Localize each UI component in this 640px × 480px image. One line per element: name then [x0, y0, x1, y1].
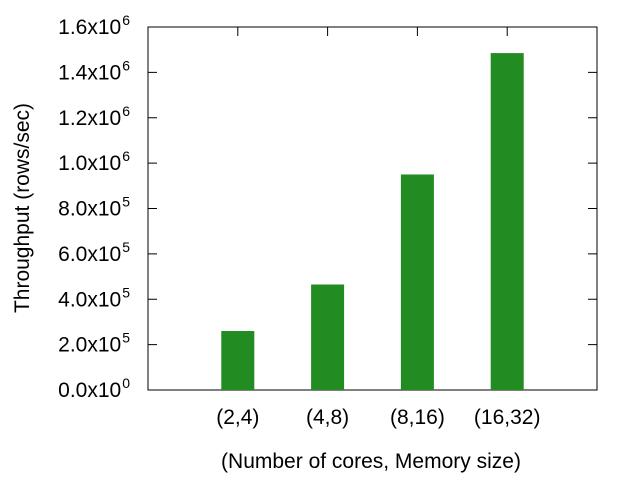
y-tick-label: 1.4x106: [58, 57, 130, 84]
x-axis-label: (Number of cores, Memory size): [221, 450, 521, 473]
y-tick-label: 1.0x106: [58, 148, 130, 175]
y-tick-label: 0.0x100: [58, 375, 130, 402]
y-axis-label: Throughput (rows/sec): [11, 103, 34, 313]
x-axis: (2,4) (4,8) (8,16) (16,32): [216, 27, 540, 429]
plot-frame: [147, 26, 598, 391]
y-tick-label: 6.0x105: [58, 239, 130, 266]
x-tick-label: (16,32): [474, 406, 541, 429]
bar-series: [221, 53, 524, 390]
y-tick-label: 1.6x106: [58, 12, 130, 39]
bar: [490, 53, 524, 390]
x-tick-label: (8,16): [390, 406, 445, 429]
y-axis: 0.0x100 2.0x105 4.0x105 6.0x105 8.0x105 1.0x1…: [58, 12, 597, 402]
bar: [400, 174, 434, 390]
y-tick-label: 1.2x106: [58, 103, 130, 130]
bar: [311, 284, 345, 390]
y-tick-label: 4.0x105: [58, 284, 130, 311]
y-tick-label: 8.0x105: [58, 194, 130, 221]
x-tick-label: (2,4): [216, 406, 259, 429]
bar: [221, 331, 255, 390]
y-tick-label: 2.0x105: [58, 330, 130, 357]
x-tick-label: (4,8): [306, 406, 349, 429]
